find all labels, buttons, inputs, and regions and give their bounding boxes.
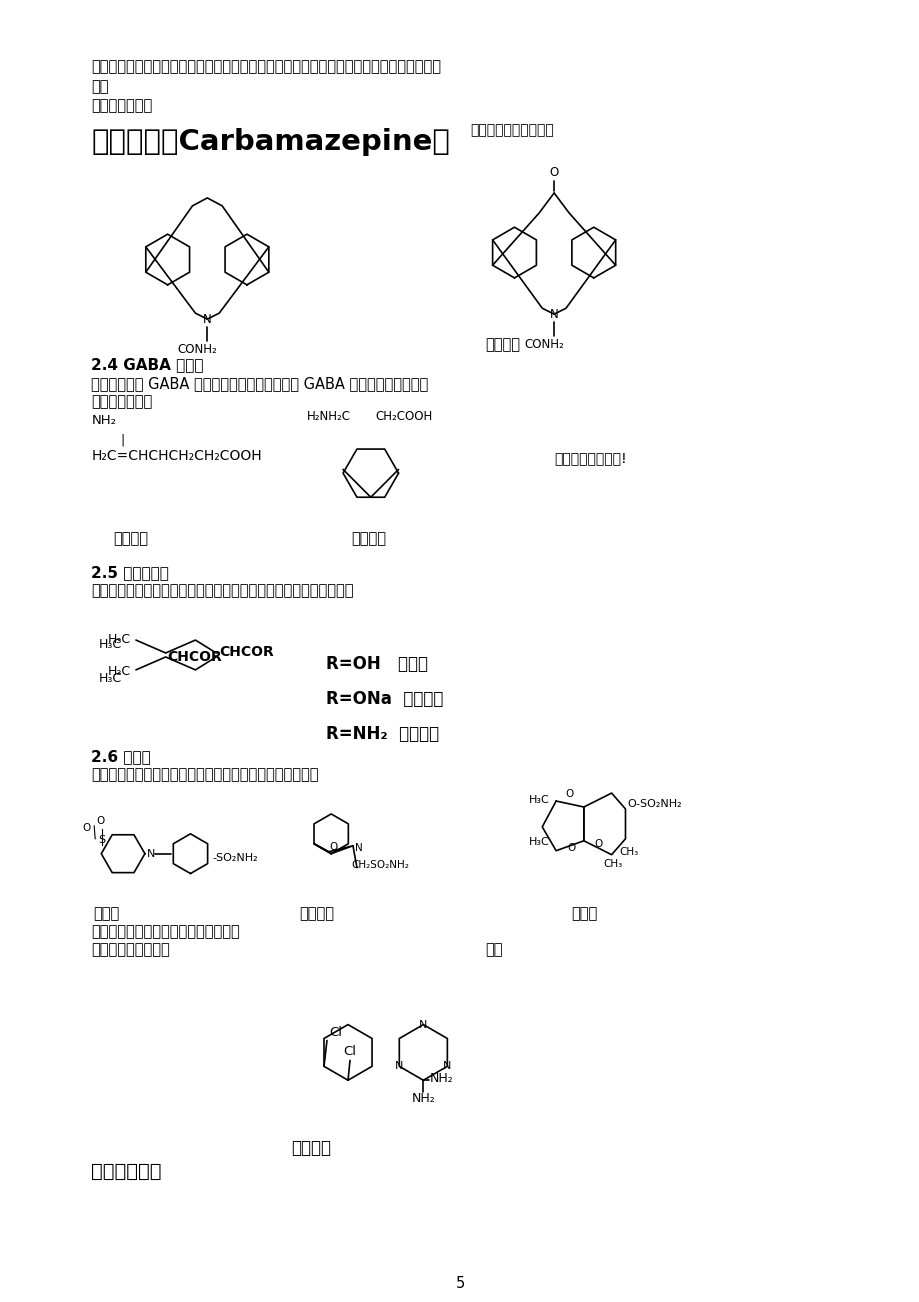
Text: 作。: 作。 <box>91 78 108 94</box>
Text: N: N <box>550 307 558 320</box>
Text: S: S <box>98 835 106 845</box>
Text: 舒噬美: 舒噬美 <box>93 906 119 922</box>
Text: Cl: Cl <box>329 1026 342 1039</box>
Text: R=OH   丙戚酸: R=OH 丙戚酸 <box>326 655 427 673</box>
Text: 拉莫三呃: 拉莫三呃 <box>291 1139 331 1157</box>
Text: O: O <box>567 842 575 853</box>
Text: CONH₂: CONH₂ <box>524 339 563 352</box>
Text: 一些具有磺酰胺类结构的化合物也具有抗癌痫的作用。如：: 一些具有磺酰胺类结构的化合物也具有抗癌痫的作用。如： <box>91 767 319 783</box>
Text: CHCOR: CHCOR <box>167 650 222 664</box>
Text: 托吠酯: 托吠酯 <box>571 906 596 922</box>
Text: N: N <box>147 849 155 859</box>
Text: 2.6 其他类: 2.6 其他类 <box>91 750 151 764</box>
Text: 奥卡西平: 奥卡西平 <box>484 337 519 352</box>
Text: CH₂SO₂NH₂: CH₂SO₂NH₂ <box>351 859 408 870</box>
Text: 苯基三呃类化合物，: 苯基三呃类化合物， <box>91 943 170 957</box>
Text: N: N <box>443 1061 451 1072</box>
Text: 如：: 如： <box>484 943 502 957</box>
Text: O-SO₂NH₂: O-SO₂NH₂ <box>627 799 681 809</box>
Text: N: N <box>355 842 362 853</box>
Text: 几种代表药物：: 几种代表药物： <box>91 393 153 409</box>
Text: 加巴噴丁: 加巴噴丁 <box>351 531 386 546</box>
Text: N: N <box>394 1061 403 1072</box>
Text: O: O <box>594 838 602 849</box>
Text: Cl: Cl <box>343 1046 357 1059</box>
Text: 该类药物是从 GABA 的结构出发，设计而成的与 GABA 神经能有关的药物。: 该类药物是从 GABA 的结构出发，设计而成的与 GABA 神经能有关的药物。 <box>91 376 428 391</box>
Text: O: O <box>96 816 104 825</box>
Text: H₃C: H₃C <box>528 796 550 805</box>
Text: CONH₂: CONH₂ <box>177 342 217 355</box>
Text: CHCOR: CHCOR <box>219 644 274 659</box>
Text: N: N <box>203 312 211 326</box>
Text: CH₃: CH₃ <box>603 858 622 868</box>
Text: O: O <box>82 823 90 833</box>
Text: 5: 5 <box>455 1276 464 1292</box>
Text: H₃C: H₃C <box>108 665 131 678</box>
Text: H₃C: H₃C <box>98 638 121 651</box>
Text: 唢尼沙胺: 唢尼沙胺 <box>300 906 335 922</box>
Text: R=NH₂  丙戚酰胺: R=NH₂ 丙戚酰胺 <box>326 724 439 742</box>
Text: |: | <box>120 434 124 447</box>
Text: H₂C=CHCHCH₂CH₂COOH: H₂C=CHCHCH₂CH₂COOH <box>91 449 262 464</box>
Text: 亚氨芪类通常又称为二苯并氮杂卡类，主要用于大发作、复杂的部分性发作或其他全省性发: 亚氨芪类通常又称为二苯并氮杂卡类，主要用于大发作、复杂的部分性发作或其他全省性发 <box>91 59 441 74</box>
Text: 卡马西平（Carbamazepine）: 卡马西平（Carbamazepine） <box>91 129 449 156</box>
Text: R=ONa  丙戚酸钓: R=ONa 丙戚酸钓 <box>326 690 443 708</box>
Text: 对肝脏毒副作用大!: 对肝脏毒副作用大! <box>553 452 626 465</box>
Text: 毒副作用太強普遍采用: 毒副作用太強普遍采用 <box>470 124 553 138</box>
Text: 氨己烯酸: 氨己烯酸 <box>113 531 148 546</box>
Text: 另一类磺酰胺类抗癌痫新药是托吠酯。: 另一类磺酰胺类抗癌痫新药是托吠酯。 <box>91 924 240 939</box>
Text: -SO₂NH₂: -SO₂NH₂ <box>212 853 257 863</box>
Text: O: O <box>549 167 558 180</box>
Text: N: N <box>419 1019 427 1030</box>
Text: H₃C: H₃C <box>528 837 550 846</box>
Text: H₃C: H₃C <box>108 633 131 646</box>
Text: O: O <box>330 841 338 852</box>
Text: 该类药物时意外发现的具有脂肪罧酸结构的抗癌痫药物。代表药物：: 该类药物时意外发现的具有脂肪罧酸结构的抗癌痫药物。代表药物： <box>91 583 354 599</box>
Text: O: O <box>565 789 573 799</box>
Text: 2.4 GABA 类似物: 2.4 GABA 类似物 <box>91 357 204 372</box>
Text: 三、苯妥英钓: 三、苯妥英钓 <box>91 1161 162 1181</box>
Text: CH₂COOH: CH₂COOH <box>375 410 433 423</box>
Text: CH₃: CH₃ <box>618 846 638 857</box>
Text: NH₂: NH₂ <box>91 414 116 427</box>
Text: H₃C: H₃C <box>98 672 121 685</box>
Text: NH₂: NH₂ <box>411 1092 435 1105</box>
Text: NH₂: NH₂ <box>429 1072 452 1085</box>
Text: H₂NH₂C: H₂NH₂C <box>306 410 350 423</box>
Text: 2.5 脂肪罧酸类: 2.5 脂肪罧酸类 <box>91 565 169 581</box>
Text: 主要代表药物：: 主要代表药物： <box>91 99 153 113</box>
